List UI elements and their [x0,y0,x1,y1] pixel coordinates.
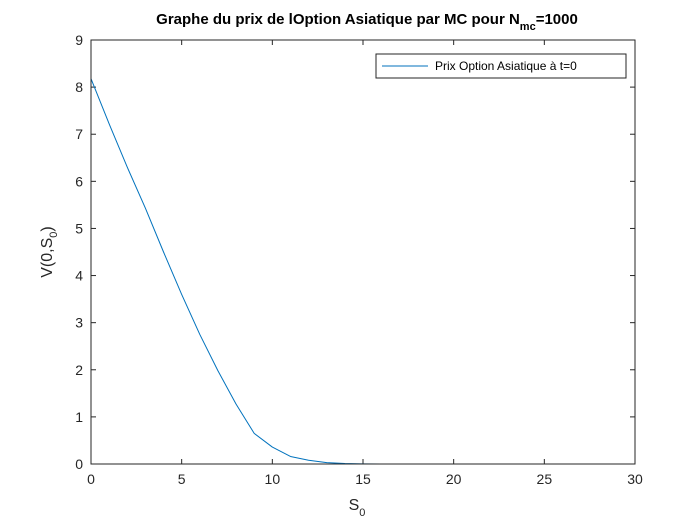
x-tick-label: 10 [265,471,281,487]
legend-label: Prix Option Asiatique à t=0 [435,59,577,73]
x-tick-labels: 0 5 10 15 20 25 30 [87,471,643,487]
y-tick-labels: 0 1 2 3 4 5 6 7 8 9 [75,32,83,472]
y-tick-label: 7 [75,126,83,142]
y-tick-label: 6 [75,173,83,189]
x-axis-label: S0 [349,497,366,519]
y-axis-label: V(0,S0) [39,226,60,277]
x-tick-label: 30 [627,471,643,487]
x-tick-label: 25 [537,471,553,487]
x-tick-label: 5 [178,471,186,487]
y-tick-label: 3 [75,315,83,331]
x-axis-label-main: S [349,497,360,514]
y-axis-label-main: V(0,S [39,238,56,278]
y-tick-label: 5 [75,220,83,236]
y-axis-label-suffix: ) [39,226,56,231]
y-tick-label: 9 [75,32,83,48]
x-tick-label: 20 [446,471,462,487]
plot-area [91,40,635,464]
y-tick-label: 2 [75,362,83,378]
y-tick-label: 0 [75,456,83,472]
y-tick-label: 1 [75,409,83,425]
chart-title-main: Graphe du prix de lOption Asiatique par … [156,11,520,28]
chart-title-subscript: mc [520,21,536,33]
chart-title: Graphe du prix de lOption Asiatique par … [156,11,578,33]
legend: Prix Option Asiatique à t=0 [375,53,627,79]
x-tick-label: 15 [355,471,371,487]
chart-title-suffix: =1000 [536,11,578,28]
plot-frame [90,39,636,465]
x-tick-label: 0 [87,471,95,487]
y-tick-label: 8 [75,79,83,95]
x-axis-label-subscript: 0 [359,507,365,519]
y-axis-label-subscript: 0 [48,232,60,238]
y-tick-label: 4 [75,268,83,284]
